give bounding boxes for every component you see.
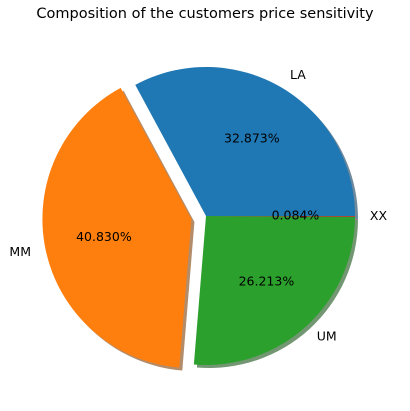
- slice-label-xx: XX: [370, 208, 388, 223]
- slice-percent-xx: 0.084%: [272, 208, 320, 223]
- slice-percent-mm: 40.830%: [76, 229, 132, 244]
- slice-label-la: LA: [290, 67, 306, 82]
- slice-label-mm: MM: [9, 244, 31, 259]
- slice-percent-la: 32.873%: [224, 131, 280, 146]
- slice-percent-um: 26.213%: [239, 273, 295, 288]
- slice-label-um: UM: [317, 328, 337, 343]
